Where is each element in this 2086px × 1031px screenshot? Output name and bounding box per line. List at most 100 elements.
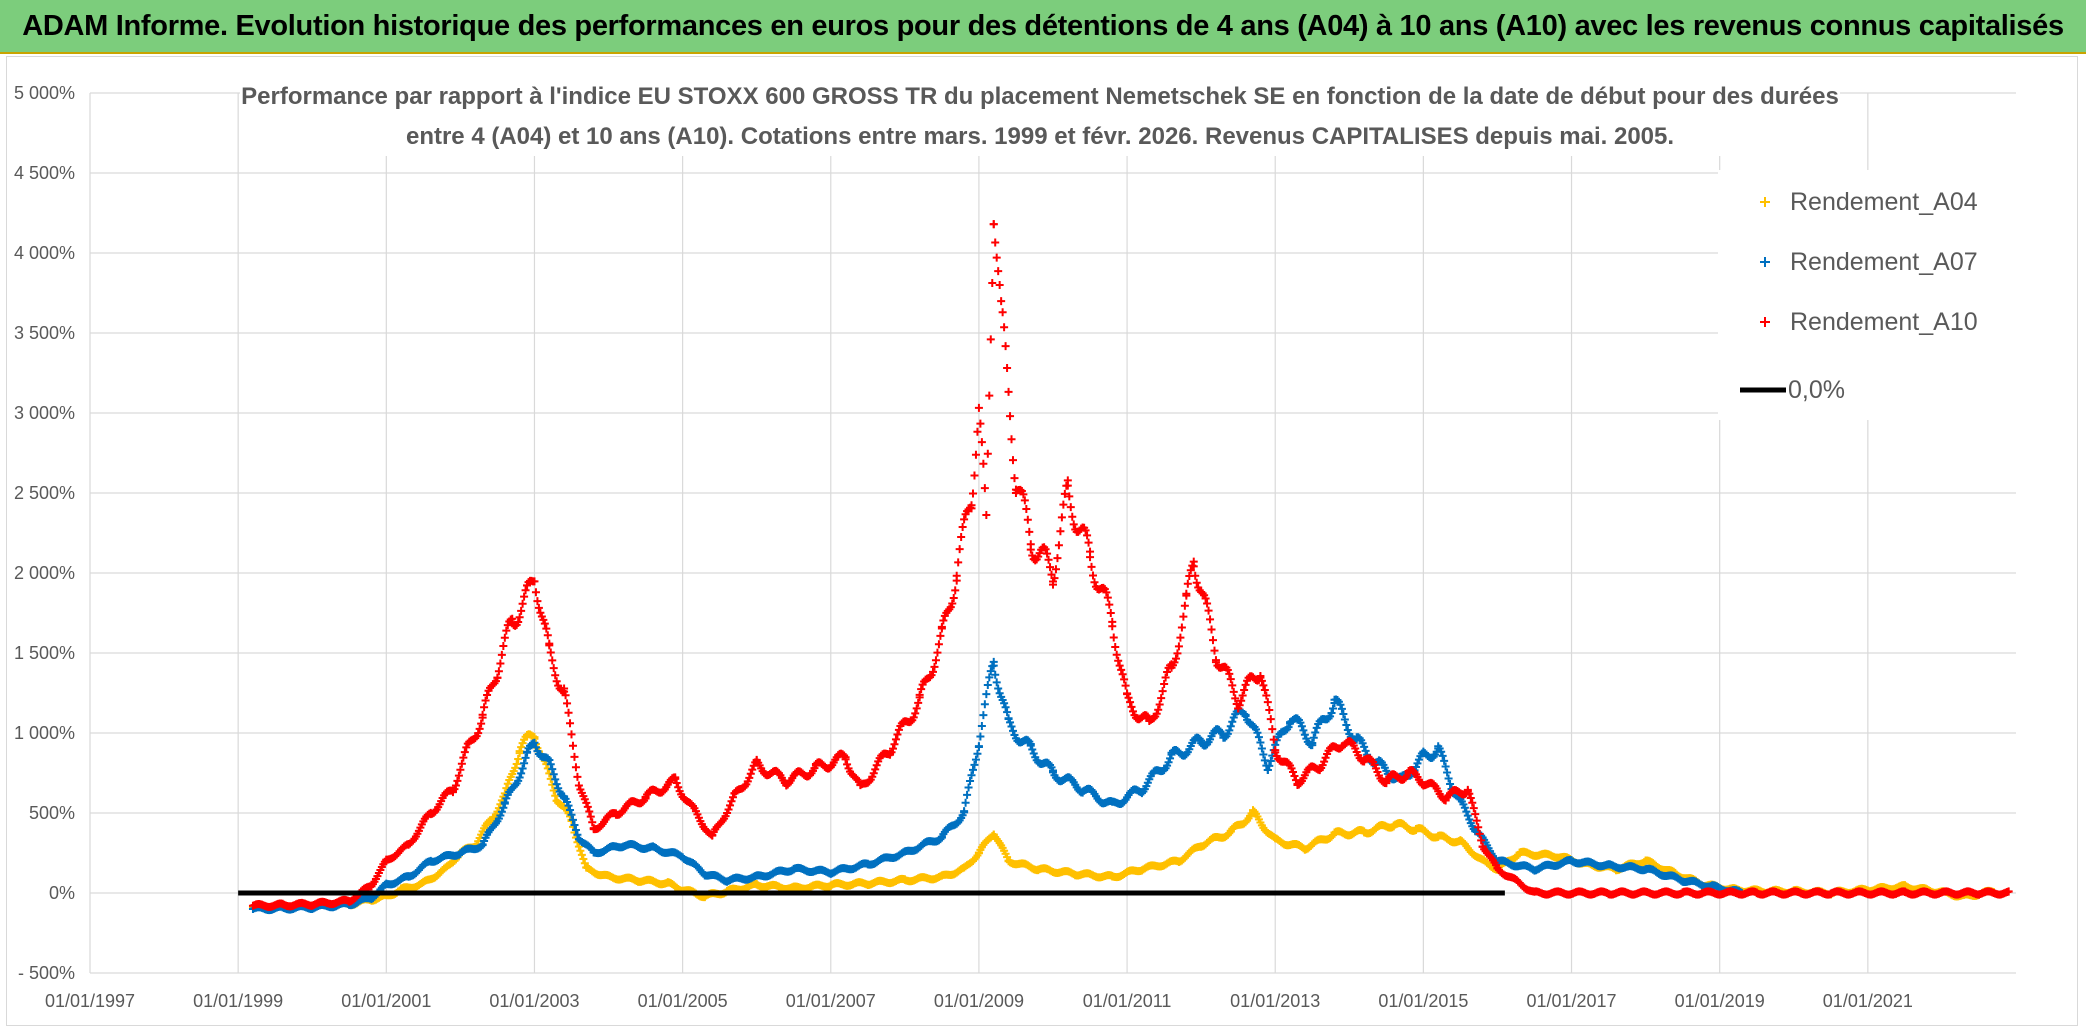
data-point (1256, 671, 1265, 680)
data-point (1206, 615, 1215, 624)
data-point (1059, 500, 1068, 509)
data-point (571, 763, 580, 772)
data-point (564, 801, 573, 810)
data-point (1155, 700, 1164, 709)
data-point (1046, 563, 1055, 572)
data-point (951, 586, 960, 595)
data-point (672, 779, 681, 788)
data-point (588, 818, 597, 827)
data-point (1083, 531, 1092, 540)
data-point (503, 779, 512, 788)
x-tick-label: 01/01/1999 (193, 991, 283, 1011)
data-point (1069, 520, 1078, 529)
data-point (949, 594, 958, 603)
x-tick-label: 01/01/2001 (341, 991, 431, 1011)
data-point (1463, 811, 1472, 820)
data-point (563, 699, 572, 708)
data-point (726, 801, 735, 810)
data-point (968, 765, 977, 774)
data-point (1192, 578, 1201, 587)
data-point (979, 711, 988, 720)
data-point (891, 735, 900, 744)
data-point (1173, 649, 1182, 658)
data-point (1044, 759, 1053, 768)
data-point (1259, 750, 1268, 759)
series-rendement-a07 (248, 657, 1746, 915)
data-point (970, 760, 979, 769)
data-point (1127, 702, 1136, 711)
data-point (1114, 656, 1123, 665)
data-point (1300, 730, 1309, 739)
data-point (1112, 650, 1121, 659)
data-point (674, 783, 683, 792)
data-point (502, 626, 511, 635)
data-point (514, 755, 523, 764)
data-point (976, 419, 985, 428)
data-point (551, 671, 560, 680)
data-point (548, 656, 557, 665)
data-point (1019, 490, 1028, 499)
legend-label: Rendement_A07 (1790, 248, 1978, 276)
data-series (238, 220, 2013, 915)
x-tick-label: 01/01/2021 (1823, 991, 1913, 1011)
data-point (1231, 694, 1240, 703)
data-point (1329, 704, 1338, 713)
data-point (998, 308, 1007, 317)
data-point (1043, 549, 1052, 558)
data-point (536, 608, 545, 617)
data-point (890, 740, 899, 749)
series-rendement-a10 (248, 220, 2013, 911)
data-point (960, 515, 969, 524)
data-point (1468, 798, 1477, 807)
data-point (517, 743, 526, 752)
data-point (1237, 696, 1246, 705)
data-point (477, 719, 486, 728)
data-point (1290, 772, 1299, 781)
data-point (1266, 715, 1275, 724)
data-point (967, 771, 976, 780)
data-point (992, 253, 1001, 262)
data-point (576, 846, 585, 855)
data-point (551, 775, 560, 784)
data-point (985, 673, 994, 682)
data-point (1164, 758, 1173, 767)
x-tick-label: 01/01/2019 (1675, 991, 1765, 1011)
data-point (976, 732, 985, 741)
data-point (450, 785, 459, 794)
data-point (1022, 504, 1031, 513)
data-point (930, 662, 939, 671)
data-point (460, 748, 469, 757)
data-point (1477, 836, 1486, 845)
data-point (517, 769, 526, 778)
data-point (1440, 756, 1449, 765)
data-point (983, 681, 992, 690)
data-point (518, 599, 527, 608)
data-point (1265, 761, 1274, 770)
data-point (1311, 728, 1320, 737)
data-point (546, 760, 555, 769)
legend-label: Rendement_A04 (1790, 188, 1978, 216)
data-point (1201, 594, 1210, 603)
report-banner: ADAM Informe. Evolution historique des p… (0, 0, 2086, 54)
data-point (869, 769, 878, 778)
data-point (1180, 601, 1189, 610)
data-point (1166, 754, 1175, 763)
data-point (997, 297, 1006, 306)
data-point (1065, 492, 1074, 501)
y-tick-label: 3 500% (14, 323, 75, 343)
data-point (1000, 699, 1009, 708)
data-point (1068, 512, 1077, 521)
data-point (1003, 708, 1012, 717)
data-point (1028, 551, 1037, 560)
legend-marker (1760, 197, 1770, 207)
data-point (1228, 717, 1237, 726)
data-point (1437, 747, 1446, 756)
data-point (979, 459, 988, 468)
data-point (994, 684, 1003, 693)
data-point (1001, 342, 1010, 351)
data-point (1463, 785, 1472, 794)
data-point (1105, 600, 1114, 609)
y-tick-label: 1 000% (14, 723, 75, 743)
data-point (1049, 580, 1057, 589)
data-point (727, 797, 736, 806)
